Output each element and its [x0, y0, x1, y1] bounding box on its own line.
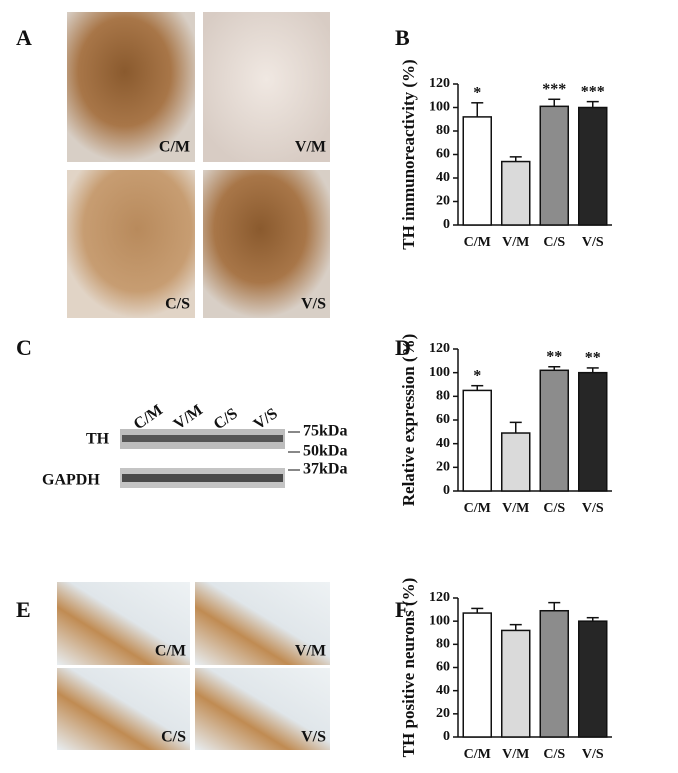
- bar: [462, 389, 492, 492]
- image-label: V/S: [301, 729, 326, 746]
- bar: [501, 160, 531, 226]
- lane-label: V/M: [171, 402, 206, 434]
- image-label: V/S: [301, 296, 326, 313]
- y-tick-label: 120: [429, 341, 450, 356]
- bar: [462, 612, 492, 738]
- marker-label: 75kDa: [303, 423, 347, 440]
- significance: **: [546, 348, 562, 365]
- y-tick-label: 20: [436, 194, 450, 209]
- y-tick-label: 0: [443, 729, 450, 744]
- x-tick-label: V/S: [582, 747, 604, 762]
- marker-label: 37kDa: [303, 461, 347, 478]
- x-tick-label: C/M: [464, 747, 491, 762]
- significance: ***: [581, 83, 605, 100]
- bar: [501, 432, 531, 492]
- significance: **: [585, 350, 601, 367]
- band-label: TH: [86, 431, 110, 448]
- bar: [462, 116, 492, 226]
- image-label: C/S: [161, 729, 186, 746]
- bar: [539, 609, 569, 738]
- y-axis-label: TH immunoreactivity (%): [399, 59, 418, 249]
- y-axis-label: Relative expression (%): [399, 334, 418, 507]
- image: [57, 668, 190, 750]
- band: [122, 435, 283, 442]
- x-tick-label: C/S: [543, 235, 565, 250]
- marker-label: 50kDa: [303, 443, 347, 460]
- bar: [539, 105, 569, 226]
- y-tick-label: 80: [436, 389, 450, 404]
- panel-label: C: [16, 335, 32, 360]
- y-axis-label: TH positive neurons (%): [399, 578, 418, 758]
- y-tick-label: 0: [443, 483, 450, 498]
- x-tick-label: C/S: [543, 747, 565, 762]
- image: [195, 668, 330, 750]
- y-tick-label: 100: [429, 613, 450, 628]
- bar: [539, 369, 569, 492]
- y-tick-label: 60: [436, 147, 450, 162]
- y-tick-label: 120: [429, 76, 450, 91]
- y-tick-label: 80: [436, 637, 450, 652]
- image: [67, 170, 195, 318]
- y-tick-label: 100: [429, 100, 450, 115]
- y-tick-label: 80: [436, 123, 450, 138]
- image: [203, 170, 330, 318]
- y-tick-label: 120: [429, 590, 450, 605]
- image: [195, 582, 330, 665]
- significance: *: [473, 84, 481, 101]
- x-tick-label: V/S: [582, 235, 604, 250]
- y-tick-label: 40: [436, 170, 450, 185]
- x-tick-label: V/M: [502, 747, 529, 762]
- lane-label: C/M: [131, 402, 166, 434]
- y-tick-label: 20: [436, 460, 450, 475]
- image-label: V/M: [295, 643, 326, 660]
- y-tick-label: 60: [436, 660, 450, 675]
- panel-label: E: [16, 597, 31, 622]
- image: [203, 12, 330, 162]
- image-label: C/S: [165, 296, 190, 313]
- panel-label: B: [395, 25, 410, 50]
- significance: *: [473, 367, 481, 384]
- image: [57, 582, 190, 665]
- y-tick-label: 0: [443, 217, 450, 232]
- y-tick-label: 20: [436, 706, 450, 721]
- band-label: GAPDH: [42, 472, 100, 489]
- x-tick-label: V/M: [502, 501, 529, 516]
- x-tick-label: C/M: [464, 235, 491, 250]
- image-label: C/M: [159, 139, 190, 156]
- bar: [578, 106, 608, 226]
- y-tick-label: 100: [429, 365, 450, 380]
- x-tick-label: V/S: [582, 501, 604, 516]
- panel-label: A: [16, 25, 32, 50]
- band: [122, 474, 283, 482]
- image: [67, 12, 195, 162]
- y-tick-label: 60: [436, 412, 450, 427]
- x-tick-label: C/S: [543, 501, 565, 516]
- panel-label: D: [395, 335, 411, 360]
- bar: [501, 629, 531, 738]
- y-tick-label: 40: [436, 683, 450, 698]
- bar: [578, 620, 608, 738]
- panel-label: F: [395, 597, 408, 622]
- bar: [578, 371, 608, 492]
- x-tick-label: V/M: [502, 235, 529, 250]
- x-tick-label: C/M: [464, 501, 491, 516]
- image-label: V/M: [295, 139, 326, 156]
- image-label: C/M: [155, 643, 186, 660]
- y-tick-label: 40: [436, 436, 450, 451]
- significance: ***: [542, 81, 566, 98]
